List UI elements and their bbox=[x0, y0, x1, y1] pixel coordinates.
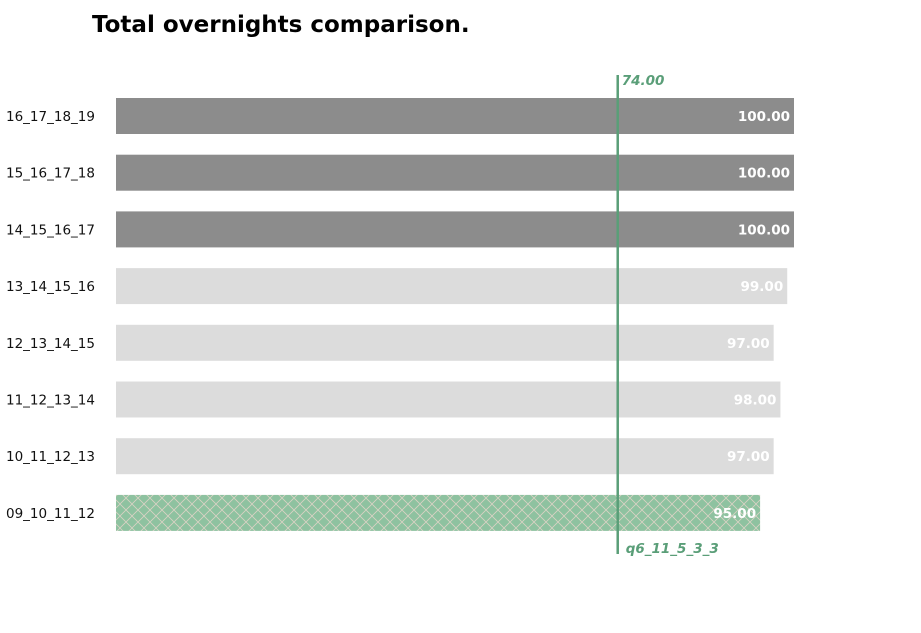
value-labels: 100.00 100.00 100.00 99.00 97.00 98.00 97.00 95… bbox=[713, 109, 790, 522]
bar-14_15_16_17 bbox=[116, 211, 794, 248]
category-label: 11_12_13_14 bbox=[6, 393, 95, 409]
chart-title: Total overnights comparison. bbox=[92, 12, 470, 38]
category-label: 10_11_12_13 bbox=[6, 449, 95, 465]
category-label: 14_15_16_17 bbox=[6, 222, 95, 238]
bar-11_12_13_14 bbox=[116, 381, 781, 418]
bar-16_17_18_19 bbox=[116, 98, 794, 134]
value-label: 97.00 bbox=[727, 449, 770, 465]
reference-value-label: 74.00 bbox=[622, 73, 665, 89]
value-label: 97.00 bbox=[727, 336, 770, 352]
bar-09_10_11_12 bbox=[116, 494, 761, 531]
value-label: 100.00 bbox=[738, 166, 790, 182]
reference-name-label: q6_11_5_3_3 bbox=[626, 541, 719, 557]
value-label: 95.00 bbox=[713, 506, 756, 522]
bar-10_11_12_13 bbox=[116, 438, 774, 475]
bar-12_13_14_15 bbox=[116, 324, 774, 361]
bar-13_14_15_16 bbox=[116, 268, 788, 305]
bars-group bbox=[116, 98, 794, 531]
category-label: 15_16_17_18 bbox=[6, 166, 95, 182]
bar-15_16_17_18 bbox=[116, 154, 794, 191]
value-label: 99.00 bbox=[741, 279, 784, 295]
category-labels: 16_17_18_19 15_16_17_18 14_15_16_17 13_14_1… bbox=[6, 109, 95, 522]
category-label: 13_14_15_16 bbox=[6, 279, 95, 295]
value-label: 98.00 bbox=[734, 393, 777, 409]
category-label: 12_13_14_15 bbox=[6, 336, 95, 352]
category-label: 16_17_18_19 bbox=[6, 109, 95, 125]
value-label: 100.00 bbox=[738, 222, 790, 238]
value-label: 100.00 bbox=[738, 109, 790, 125]
category-label: 09_10_11_12 bbox=[6, 506, 95, 522]
